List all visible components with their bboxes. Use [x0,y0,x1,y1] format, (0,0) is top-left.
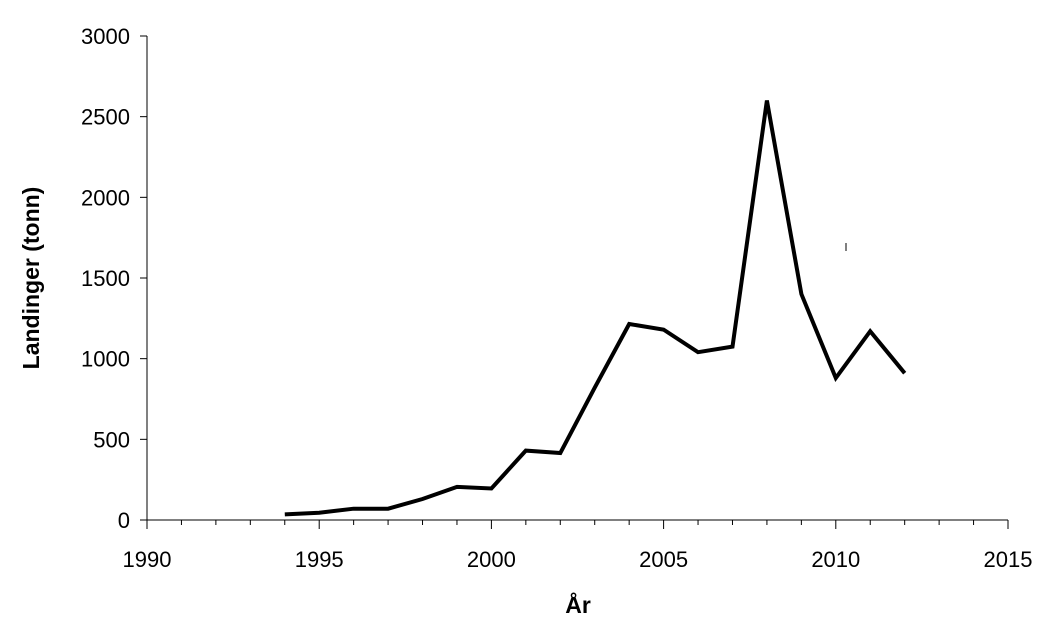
y-tick-label: 500 [93,427,130,452]
y-axis: 0 500 1000 1500 2000 2500 3000 [81,24,148,533]
x-axis: 1990 1995 2000 2005 2010 2015 [123,519,1033,572]
x-axis-title: År [565,591,591,618]
series-layer [284,100,907,517]
x-tick-label: 2000 [467,547,516,572]
y-tick-label: 0 [118,508,130,533]
x-tick-label: 2005 [639,547,688,572]
x-tick-label: 1990 [123,547,172,572]
series-line [284,100,907,517]
y-axis-title: Landinger (tonn) [18,187,44,370]
y-tick-label: 2500 [81,105,130,130]
x-tick-label: 2010 [811,547,860,572]
y-tick-label: 2000 [81,185,130,210]
y-tick-label: 1500 [81,266,130,291]
y-tick-label: 3000 [81,24,130,49]
y-tick-label: 1000 [81,347,130,372]
x-tick-label: 2015 [984,547,1033,572]
x-tick-label: 1995 [295,547,344,572]
